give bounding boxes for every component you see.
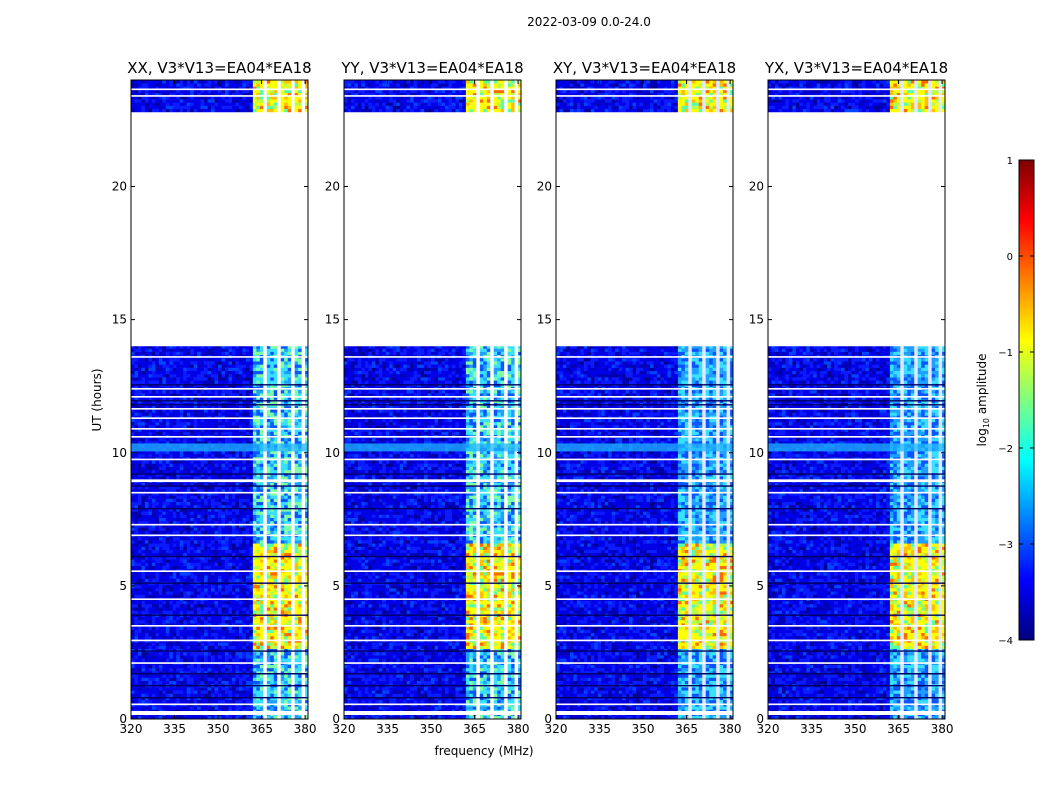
data-block (556, 80, 734, 113)
gap-block (556, 711, 733, 716)
bright-strip (556, 443, 733, 452)
panel-frame (130, 79, 309, 720)
panel-xx: XX, V3*V13=EA04*EA18 320 335 350 365 380 0 5 10 1… (112, 59, 317, 736)
data-block (131, 80, 309, 113)
y-tick-label: 10 (112, 446, 127, 460)
gap-block (131, 479, 308, 483)
data-block (344, 482, 522, 720)
x-tick-label: 380 (931, 722, 954, 736)
x-tick-label: 365 (250, 722, 273, 736)
gap-block (344, 479, 521, 483)
x-tick-label: 320 (545, 722, 568, 736)
data-block (768, 482, 946, 720)
data-block (556, 482, 734, 720)
bright-strip (131, 443, 308, 452)
data-block (344, 80, 522, 113)
colorbar: 1 0 −1 −2 −3 −4 log10 amplitude (975, 156, 1035, 647)
y-tick-label: 0 (544, 712, 552, 726)
panel-yy: YY, V3*V13=EA04*EA18 320 335 350 365 380 0 5 10 1… (325, 59, 530, 736)
x-axis-label: frequency (MHz) (434, 744, 533, 758)
panel-title: XX, V3*V13=EA04*EA18 (127, 59, 311, 77)
y-tick-label: 5 (332, 579, 340, 593)
y-tick-label: 5 (756, 579, 764, 593)
y-tick-label: 20 (749, 180, 764, 194)
panel-title: YY, V3*V13=EA04*EA18 (340, 59, 523, 77)
y-tick-label: 15 (112, 313, 127, 327)
data-block (131, 482, 309, 720)
bright-strip (768, 443, 945, 452)
x-tick-label: 350 (844, 722, 867, 736)
colorbar-gradient (1018, 159, 1035, 641)
gap-block (768, 479, 945, 483)
x-tick-label: 335 (376, 722, 399, 736)
colorbar-label: log10 amplitude (975, 354, 991, 447)
y-tick-label: 0 (332, 712, 340, 726)
y-tick-label: 5 (119, 579, 127, 593)
x-tick-label: 335 (588, 722, 611, 736)
y-axis-label: UT (hours) (90, 368, 104, 431)
panel-title: YX, V3*V13=EA04*EA18 (764, 59, 948, 77)
gap-block (344, 711, 521, 716)
x-tick-label: 365 (675, 722, 698, 736)
x-tick-label: 320 (757, 722, 780, 736)
x-tick-label: 365 (463, 722, 486, 736)
x-tick-label: 380 (507, 722, 530, 736)
colorbar-tick-label: −1 (998, 348, 1013, 359)
panel-yx: YX, V3*V13=EA04*EA18 320 335 350 365 380 0 5 10 1… (749, 59, 954, 736)
x-tick-label: 335 (800, 722, 823, 736)
x-tick-label: 350 (632, 722, 655, 736)
panel-xy: XY, V3*V13=EA04*EA18 320 335 350 365 380 0 5 10 1… (537, 59, 742, 736)
colorbar-tick-label: 1 (1007, 156, 1013, 167)
y-tick-label: 20 (112, 180, 127, 194)
x-tick-label: 350 (207, 722, 230, 736)
data-block (768, 80, 946, 113)
panels-group: XX, V3*V13=EA04*EA18 320 335 350 365 380 0 5 10 1… (112, 59, 954, 736)
x-tick-label: 320 (120, 722, 143, 736)
y-tick-label: 5 (544, 579, 552, 593)
y-tick-label: 10 (749, 446, 764, 460)
panel-frame (343, 79, 522, 720)
x-tick-label: 335 (163, 722, 186, 736)
y-tick-label: 10 (537, 446, 552, 460)
bright-strip (344, 443, 521, 452)
colorbar-tick-label: −4 (998, 636, 1013, 647)
y-tick-label: 20 (537, 180, 552, 194)
y-tick-label: 10 (325, 446, 340, 460)
x-tick-label: 320 (333, 722, 356, 736)
panel-frame (555, 79, 734, 720)
x-tick-label: 365 (887, 722, 910, 736)
y-tick-label: 15 (325, 313, 340, 327)
panel-title: XY, V3*V13=EA04*EA18 (553, 59, 736, 77)
colorbar-tick-label: −3 (998, 540, 1013, 551)
gap-block (131, 711, 308, 716)
x-tick-label: 380 (294, 722, 317, 736)
figure-suptitle: 2022-03-09 0.0-24.0 (527, 15, 651, 29)
x-tick-label: 350 (420, 722, 443, 736)
y-tick-label: 15 (749, 313, 764, 327)
colorbar-tick-label: 0 (1007, 252, 1013, 263)
y-tick-label: 0 (756, 712, 764, 726)
colorbar-tick-label: −2 (998, 444, 1013, 455)
colorbar-ticks: 1 0 −1 −2 −3 −4 (998, 156, 1034, 647)
y-tick-label: 0 (119, 712, 127, 726)
y-tick-label: 15 (537, 313, 552, 327)
x-tick-label: 380 (719, 722, 742, 736)
gap-block (556, 479, 733, 483)
gap-block (768, 711, 945, 716)
panel-frame (767, 79, 946, 720)
y-tick-label: 20 (325, 180, 340, 194)
